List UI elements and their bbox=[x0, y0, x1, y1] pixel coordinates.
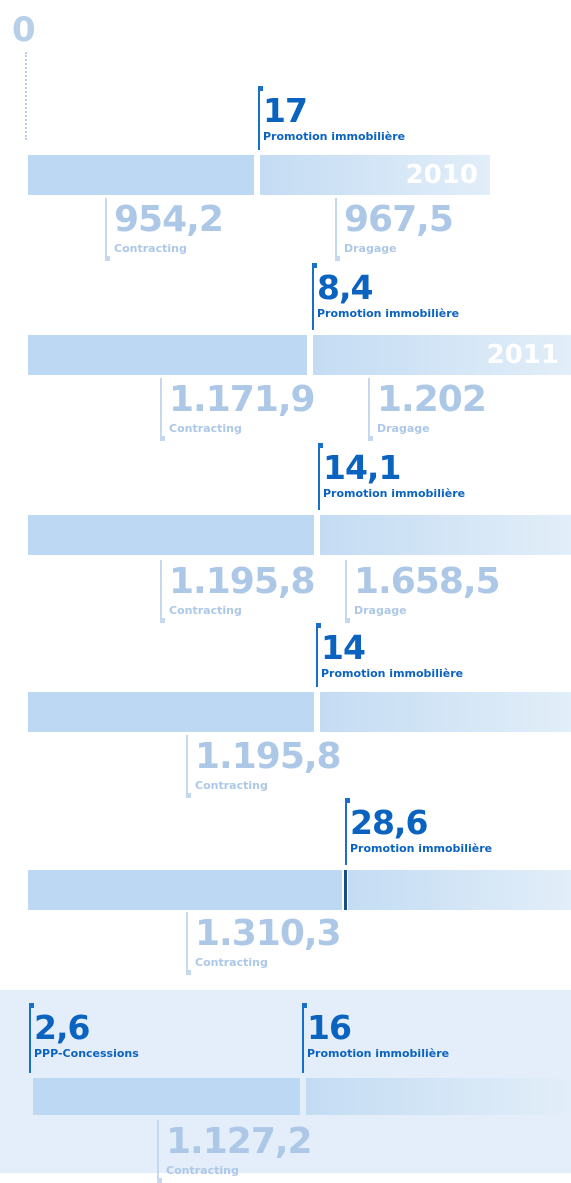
marker-cap bbox=[316, 623, 321, 628]
bottom-value: 1.171,9 bbox=[169, 379, 316, 420]
bottom-value: 1.202 bbox=[377, 379, 487, 420]
marker-cap bbox=[160, 618, 165, 623]
year-label: 2011 bbox=[486, 340, 559, 370]
marker-cap bbox=[186, 970, 191, 975]
marker-cap bbox=[29, 1003, 34, 1008]
marker bbox=[345, 800, 347, 865]
marker-cap bbox=[160, 436, 165, 441]
bottom-label: Contracting bbox=[169, 604, 242, 617]
bottom-value: 954,2 bbox=[114, 199, 224, 240]
marker bbox=[105, 198, 107, 258]
bottom-value: 1.127,2 bbox=[166, 1121, 313, 1162]
marker-cap bbox=[258, 86, 263, 91]
marker bbox=[302, 1005, 304, 1073]
bottom-label: Contracting bbox=[195, 956, 268, 969]
marker bbox=[160, 378, 162, 438]
bottom-value: 1.310,3 bbox=[195, 913, 342, 954]
bar-left bbox=[28, 515, 314, 555]
dotted-line bbox=[25, 52, 27, 140]
bottom-label: Dragage bbox=[354, 604, 407, 617]
marker-cap bbox=[105, 256, 110, 261]
bottom-label: Contracting bbox=[166, 1164, 239, 1177]
top-value: 14 bbox=[321, 628, 366, 667]
bar-right bbox=[306, 1078, 571, 1115]
top-value: 2,6 bbox=[34, 1008, 90, 1047]
top-value: 17 bbox=[263, 91, 308, 130]
top-label: Promotion immobilière bbox=[321, 667, 464, 680]
marker-cap bbox=[368, 436, 373, 441]
bottom-label: Dragage bbox=[377, 422, 430, 435]
marker-cap bbox=[302, 1003, 307, 1008]
marker-cap bbox=[345, 618, 350, 623]
marker bbox=[312, 265, 314, 330]
marker bbox=[318, 445, 320, 510]
marker-cap bbox=[335, 256, 340, 261]
bottom-label: Contracting bbox=[195, 779, 268, 792]
bottom-value: 1.658,5 bbox=[354, 561, 501, 602]
bottom-value: 967,5 bbox=[344, 199, 454, 240]
bottom-value: 1.195,8 bbox=[195, 736, 342, 777]
marker bbox=[316, 625, 318, 687]
marker bbox=[29, 1005, 31, 1073]
bar-right bbox=[320, 515, 571, 555]
bottom-value: 1.195,8 bbox=[169, 561, 316, 602]
marker-cap bbox=[318, 443, 323, 448]
year-label: 2010 bbox=[405, 160, 478, 190]
bar-left bbox=[28, 692, 314, 732]
marker-cap bbox=[186, 793, 191, 798]
bar-right bbox=[348, 870, 571, 910]
start-value: 0 bbox=[12, 10, 36, 50]
top-value: 8,4 bbox=[317, 268, 373, 307]
top-label: Promotion immobilière bbox=[350, 842, 493, 855]
top-value: 28,6 bbox=[350, 803, 428, 842]
marker bbox=[258, 88, 260, 150]
divider bbox=[344, 870, 347, 910]
marker bbox=[157, 1120, 159, 1180]
top-value: 16 bbox=[307, 1008, 352, 1047]
marker bbox=[335, 198, 337, 258]
marker-cap bbox=[157, 1178, 162, 1183]
bottom-label: Contracting bbox=[169, 422, 242, 435]
marker bbox=[186, 912, 188, 972]
bottom-label: Dragage bbox=[344, 242, 397, 255]
bar-right bbox=[313, 335, 571, 375]
top-value: 14,1 bbox=[323, 448, 401, 487]
top-label: PPP-Concessions bbox=[34, 1047, 139, 1060]
bar-right bbox=[260, 155, 490, 195]
bar-left bbox=[28, 870, 342, 910]
bar-left bbox=[33, 1078, 300, 1115]
top-label: Promotion immobilière bbox=[323, 487, 466, 500]
top-label: Promotion immobilière bbox=[317, 307, 460, 320]
marker bbox=[345, 560, 347, 620]
top-label: Promotion immobilière bbox=[263, 130, 406, 143]
marker-cap bbox=[312, 263, 317, 268]
marker bbox=[186, 735, 188, 795]
marker bbox=[368, 378, 370, 438]
marker bbox=[160, 560, 162, 620]
bar-left bbox=[28, 335, 307, 375]
marker-cap bbox=[345, 798, 350, 803]
top-label: Promotion immobilière bbox=[307, 1047, 450, 1060]
bar-left bbox=[28, 155, 254, 195]
bar-right bbox=[320, 692, 571, 732]
bottom-label: Contracting bbox=[114, 242, 187, 255]
